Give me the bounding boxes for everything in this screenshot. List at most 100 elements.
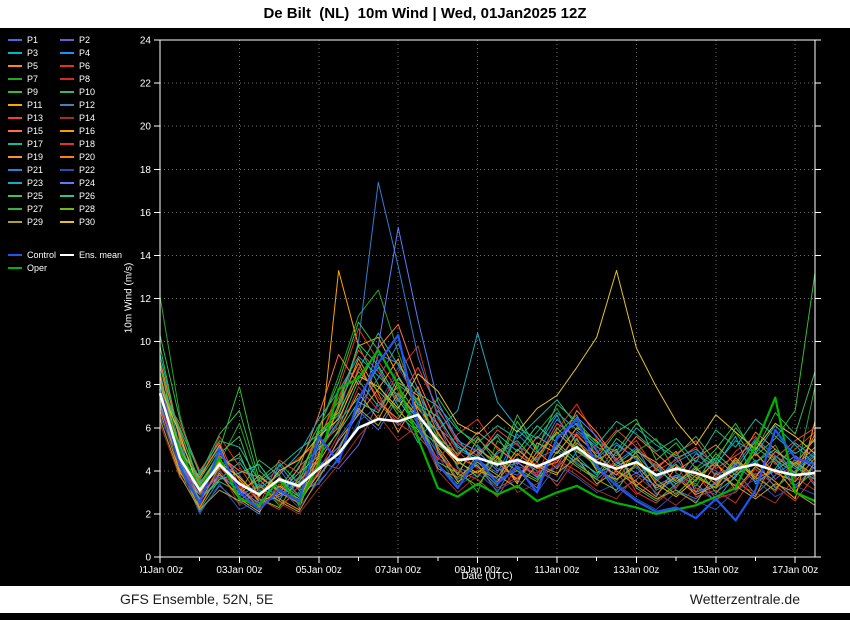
legend-swatch — [60, 182, 74, 184]
y-tick-label: 6 — [145, 423, 151, 434]
legend-swatch — [60, 208, 74, 210]
legend-swatch — [8, 39, 22, 41]
legend-swatch — [8, 104, 22, 106]
legend-label: P1 — [27, 35, 38, 45]
ensemble-plot-page: De Bilt (NL) 10m Wind | Wed, 01Jan2025 1… — [0, 0, 850, 620]
legend-label: P27 — [27, 204, 43, 214]
legend-label: P21 — [27, 165, 43, 175]
y-tick-label: 2 — [145, 509, 151, 520]
x-tick-label: 17Jan 00z — [772, 565, 818, 576]
legend-swatch — [8, 195, 22, 197]
legend-label: P2 — [79, 35, 90, 45]
legend-item-P1: P1 — [8, 33, 60, 46]
legend-item-P10: P10 — [60, 85, 95, 98]
legend-label: P8 — [79, 74, 90, 84]
legend-swatch — [60, 52, 74, 54]
legend-swatch — [60, 156, 74, 158]
legend-label: P19 — [27, 152, 43, 162]
y-tick-label: 16 — [140, 208, 151, 219]
y-tick-label: 20 — [140, 122, 151, 133]
legend-label: P30 — [79, 217, 95, 227]
legend-item-P20: P20 — [60, 150, 95, 163]
y-tick-label: 8 — [145, 380, 151, 391]
legend-label: P3 — [27, 48, 38, 58]
legend-swatch — [8, 78, 22, 80]
legend-item-P8: P8 — [60, 72, 95, 85]
legend-swatch — [60, 117, 74, 119]
legend-item-P4: P4 — [60, 46, 95, 59]
series-P27 — [160, 322, 815, 484]
legend-swatch — [60, 39, 74, 41]
x-tick-label: 01Jan 00z — [140, 565, 183, 576]
legend-swatch — [8, 254, 22, 256]
x-tick-label: 11Jan 00z — [534, 565, 579, 576]
legend-swatch — [8, 91, 22, 93]
footer-model-label: GFS Ensemble, 52N, 5E — [120, 586, 273, 613]
legend-item-P13: P13 — [8, 111, 60, 124]
legend-label: P10 — [79, 87, 95, 97]
legend-item-P11: P11 — [8, 98, 60, 111]
legend-item-Control: Control — [8, 248, 60, 261]
y-tick-label: 4 — [145, 466, 151, 477]
legend-swatch — [60, 169, 74, 171]
legend-swatch — [8, 52, 22, 54]
legend-item-Oper: Oper — [8, 261, 60, 274]
x-tick-label: 03Jan 00z — [216, 565, 262, 576]
footer-site-label: Wetterzentrale.de — [690, 586, 800, 613]
legend-label: P15 — [27, 126, 43, 136]
series-P7 — [160, 290, 815, 505]
legend-label: P13 — [27, 113, 43, 123]
legend-label: P17 — [27, 139, 43, 149]
legend-swatch — [8, 143, 22, 145]
legend-swatch — [8, 182, 22, 184]
legend-label: P18 — [79, 139, 95, 149]
legend-item-P24: P24 — [60, 176, 95, 189]
legend-swatch — [60, 130, 74, 132]
legend-label: P22 — [79, 165, 95, 175]
x-tick-label: 05Jan 00z — [296, 565, 342, 576]
legend-item-Ens. mean: Ens. mean — [60, 248, 122, 261]
legend-label: P11 — [27, 100, 42, 110]
legend-label: P23 — [27, 178, 43, 188]
legend-label: P29 — [27, 217, 43, 227]
legend-item-P5: P5 — [8, 59, 60, 72]
x-axis-title: Date (UTC) — [461, 571, 512, 582]
legend-label: P7 — [27, 74, 38, 84]
y-axis-title: 10m Wind (m/s) — [124, 263, 135, 334]
legend-label: P5 — [27, 61, 38, 71]
legend-item-P2: P2 — [60, 33, 95, 46]
legend-item-P17: P17 — [8, 137, 60, 150]
y-tick-label: 24 — [140, 36, 151, 47]
footer-bar: GFS Ensemble, 52N, 5E Wetterzentrale.de — [0, 586, 850, 613]
legend-item-P14: P14 — [60, 111, 95, 124]
page-title: De Bilt (NL) 10m Wind | Wed, 01Jan2025 1… — [0, 0, 850, 28]
legend-swatch — [8, 156, 22, 158]
series-P21 — [160, 182, 815, 497]
legend-members: P1P2P3P4P5P6P7P8P9P10P11P12P13P14P15P16P… — [8, 33, 95, 228]
legend-item-P15: P15 — [8, 124, 60, 137]
legend-item-P7: P7 — [8, 72, 60, 85]
legend-label: Oper — [27, 263, 47, 273]
legend-item-P26: P26 — [60, 189, 95, 202]
legend-swatch — [8, 130, 22, 132]
x-tick-label: 07Jan 00z — [375, 565, 421, 576]
y-tick-label: 10 — [140, 337, 151, 348]
legend-swatch — [8, 65, 22, 67]
legend-item-P16: P16 — [60, 124, 95, 137]
legend-item-P3: P3 — [8, 46, 60, 59]
legend-label: P6 — [79, 61, 90, 71]
legend-item-P27: P27 — [8, 202, 60, 215]
legend-item-P19: P19 — [8, 150, 60, 163]
legend-item-P23: P23 — [8, 176, 60, 189]
legend-swatch — [60, 143, 74, 145]
legend-swatch — [8, 221, 22, 223]
legend-label: P12 — [79, 100, 95, 110]
legend-label: Ens. mean — [79, 250, 122, 260]
x-tick-label: 15Jan 00z — [693, 565, 739, 576]
legend-label: P16 — [79, 126, 95, 136]
legend-label: P24 — [79, 178, 95, 188]
y-tick-label: 0 — [145, 553, 151, 564]
legend-label: P28 — [79, 204, 95, 214]
legend-item-P21: P21 — [8, 163, 60, 176]
y-tick-label: 12 — [140, 294, 151, 305]
